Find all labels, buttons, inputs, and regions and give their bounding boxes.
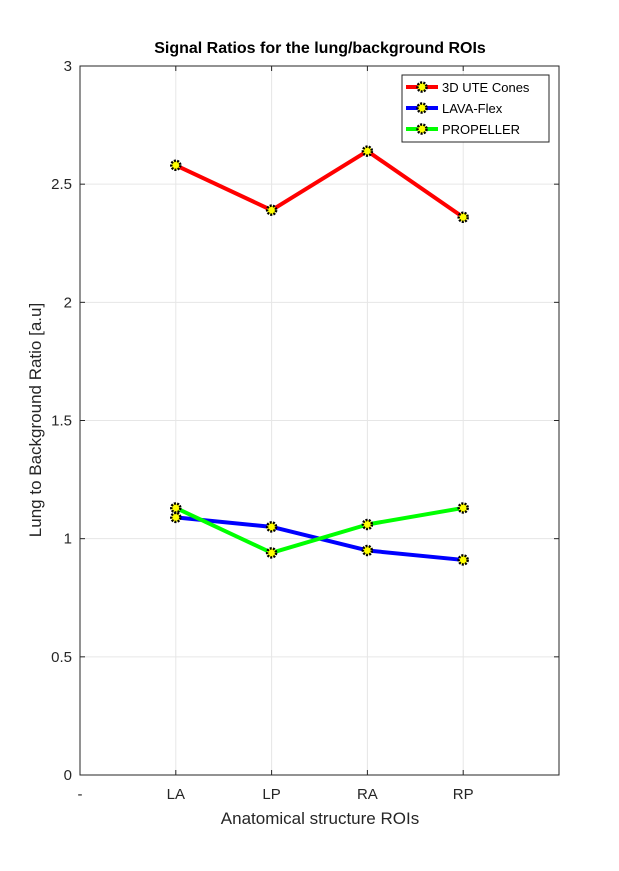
y-tick-label: 1 bbox=[64, 531, 72, 548]
data-point bbox=[170, 511, 182, 524]
chart-title: Signal Ratios for the lung/background RO… bbox=[154, 40, 486, 57]
y-tick-label: 1.5 bbox=[51, 413, 72, 430]
legend-swatch-marker bbox=[416, 102, 428, 114]
y-tick-label: 2 bbox=[64, 294, 72, 311]
x-axis-label: Anatomical structure ROIs bbox=[221, 809, 419, 828]
legend: 3D UTE Cones LAVA-Flex PROPELLER bbox=[401, 74, 550, 143]
y-tick-label: 0 bbox=[64, 767, 72, 784]
data-point bbox=[265, 204, 278, 216]
series-line bbox=[174, 149, 465, 219]
data-point bbox=[170, 502, 182, 514]
x-tick-label: RP bbox=[453, 786, 474, 803]
series-0 bbox=[170, 145, 469, 224]
y-axis-label: Lung to Background Ratio [a.u] bbox=[26, 303, 45, 537]
legend-label: PROPELLER bbox=[442, 122, 520, 137]
x-tick-label: LA bbox=[167, 786, 185, 803]
x-tick-label: LP bbox=[262, 786, 280, 803]
series-line bbox=[174, 505, 464, 555]
x-tick-label: RA bbox=[357, 786, 378, 803]
series-2 bbox=[170, 502, 469, 559]
axes bbox=[79, 65, 560, 776]
y-tick-label: 2.5 bbox=[51, 176, 72, 193]
y-tick-label: 0.5 bbox=[51, 649, 72, 666]
legend-item: LAVA-Flex bbox=[406, 101, 503, 116]
data-point bbox=[265, 521, 278, 533]
data-point bbox=[457, 554, 469, 566]
grid-lines bbox=[80, 66, 559, 775]
data-point bbox=[361, 145, 374, 157]
legend-swatch-marker bbox=[416, 81, 428, 93]
y-tick-label: 3 bbox=[64, 58, 72, 75]
x-tick-label: - bbox=[78, 786, 83, 803]
legend-item: PROPELLER bbox=[406, 122, 520, 137]
tick-labels: - LA LP RA RP 0 0.5 1 1.5 2 2.5 3 bbox=[51, 58, 473, 803]
legend-swatch-marker bbox=[416, 123, 428, 135]
data-point bbox=[265, 547, 278, 559]
legend-label: 3D UTE Cones bbox=[442, 80, 530, 95]
data-point bbox=[457, 502, 469, 514]
plot-frame bbox=[79, 65, 560, 776]
data-point bbox=[170, 159, 182, 172]
legend-label: LAVA-Flex bbox=[442, 101, 503, 116]
data-point bbox=[361, 544, 374, 557]
legend-item: 3D UTE Cones bbox=[406, 80, 530, 95]
series-group bbox=[170, 145, 469, 566]
data-point bbox=[361, 518, 374, 531]
data-point bbox=[457, 211, 469, 224]
